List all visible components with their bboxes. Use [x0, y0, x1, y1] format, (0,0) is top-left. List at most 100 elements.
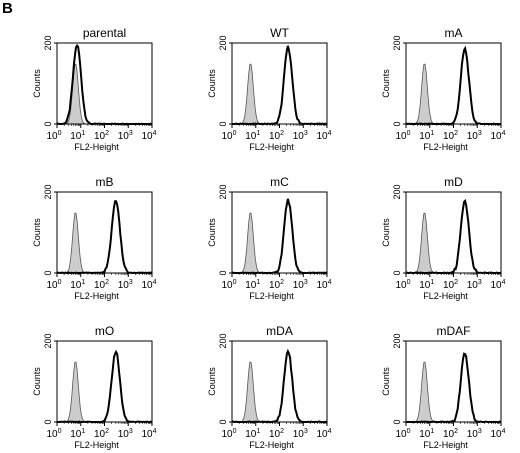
y-tick-label: 0	[392, 270, 402, 275]
y-tick-label: 0	[43, 419, 53, 424]
y-tick-label: 0	[218, 270, 228, 275]
x-tick-label: 104	[316, 428, 331, 440]
panel-title: WT	[270, 26, 289, 40]
x-tick-label: 101	[419, 428, 434, 440]
x-tick-label: 103	[118, 279, 133, 291]
y-axis-label: Counts	[32, 367, 42, 396]
histogram-panel: mD 0 200 Counts 100 101 102 103 104 FL2-Height	[381, 175, 506, 301]
x-tick-label: 104	[316, 130, 331, 142]
x-tick-label: 101	[419, 130, 434, 142]
y-tick-label: 0	[43, 270, 53, 275]
x-tick-label: 101	[245, 279, 260, 291]
y-tick-label: 0	[392, 419, 402, 424]
x-tick-label: 104	[141, 428, 156, 440]
histogram-panel: mDAF 0 200 Counts 100 101 102 103 104 FL2-Height	[381, 324, 506, 450]
x-tick-label: 104	[490, 279, 505, 291]
x-axis-label: FL2-Height	[423, 142, 468, 152]
x-tick-label: 102	[94, 279, 109, 291]
x-tick-label: 102	[269, 279, 284, 291]
x-axis-label: FL2-Height	[423, 440, 468, 450]
x-tick-label: 104	[490, 130, 505, 142]
x-axis-label: FL2-Height	[249, 440, 294, 450]
x-axis-label: FL2-Height	[249, 142, 294, 152]
histogram-panel: WT 0 200 Counts 100 101 102 103 104 FL2-Height	[207, 26, 332, 152]
histogram-panel: mO 0 200 Counts 100 101 102 103 104 FL2-Height	[32, 324, 157, 450]
y-axis-label: Counts	[207, 367, 217, 396]
y-axis-label: Counts	[32, 69, 42, 98]
histogram-panel: mC 0 200 Counts 100 101 102 103 104 FL2-Height	[207, 175, 332, 301]
x-tick-label: 103	[467, 130, 482, 142]
x-tick-label: 100	[221, 130, 236, 142]
y-axis-label: Counts	[207, 218, 217, 247]
y-tick-label: 200	[218, 333, 228, 348]
control-histogram	[57, 212, 152, 274]
y-axis-label: Counts	[381, 69, 391, 98]
y-tick-label: 200	[218, 35, 228, 50]
control-histogram	[57, 361, 152, 423]
x-tick-label: 103	[293, 130, 308, 142]
x-tick-label: 101	[70, 428, 85, 440]
x-tick-label: 100	[221, 279, 236, 291]
panel-title: mC	[270, 175, 289, 189]
y-tick-label: 200	[43, 333, 53, 348]
y-tick-label: 0	[218, 121, 228, 126]
histogram-panel: mDA 0 200 Counts 100 101 102 103 104 FL2-Height	[207, 324, 332, 450]
x-axis-label: FL2-Height	[74, 142, 119, 152]
x-tick-label: 104	[141, 279, 156, 291]
panel-title: mA	[445, 26, 463, 40]
x-tick-label: 104	[316, 279, 331, 291]
x-axis-label: FL2-Height	[74, 440, 119, 450]
y-axis-label: Counts	[207, 69, 217, 98]
y-tick-label: 200	[392, 35, 402, 50]
x-tick-label: 102	[443, 130, 458, 142]
y-tick-label: 200	[218, 184, 228, 199]
x-tick-label: 100	[395, 428, 410, 440]
y-axis-label: Counts	[381, 367, 391, 396]
x-tick-label: 101	[70, 130, 85, 142]
y-tick-label: 0	[43, 121, 53, 126]
x-tick-label: 102	[269, 428, 284, 440]
x-tick-label: 100	[46, 279, 61, 291]
x-tick-label: 102	[269, 130, 284, 142]
control-histogram	[406, 212, 501, 274]
x-tick-label: 100	[46, 130, 61, 142]
control-histogram	[406, 63, 501, 125]
y-tick-label: 200	[43, 184, 53, 199]
x-tick-label: 103	[467, 428, 482, 440]
histogram-panel: mA 0 200 Counts 100 101 102 103 104 FL2-Height	[381, 26, 506, 152]
panel-label: B	[2, 0, 13, 17]
x-tick-label: 103	[293, 428, 308, 440]
y-tick-label: 200	[392, 184, 402, 199]
x-tick-label: 103	[293, 279, 308, 291]
y-tick-label: 200	[392, 333, 402, 348]
x-tick-label: 100	[395, 279, 410, 291]
y-tick-label: 0	[392, 121, 402, 126]
x-tick-label: 100	[395, 130, 410, 142]
x-tick-label: 102	[443, 279, 458, 291]
panel-title: mDAF	[437, 324, 471, 338]
x-tick-label: 102	[443, 428, 458, 440]
y-axis-label: Counts	[381, 218, 391, 247]
panel-title: parental	[83, 26, 126, 40]
control-histogram	[406, 361, 501, 423]
panel-title: mB	[96, 175, 114, 189]
x-tick-label: 103	[118, 130, 133, 142]
panel-title: mDA	[266, 324, 293, 338]
x-axis-label: FL2-Height	[74, 291, 119, 301]
x-tick-label: 104	[141, 130, 156, 142]
x-tick-label: 101	[70, 279, 85, 291]
histogram-panel: parental 0 200 Counts 100 101 102 103 104 FL2-Hei…	[32, 26, 157, 152]
x-tick-label: 100	[221, 428, 236, 440]
x-tick-label: 102	[94, 130, 109, 142]
x-axis-label: FL2-Height	[249, 291, 294, 301]
x-tick-label: 101	[245, 130, 260, 142]
x-tick-label: 103	[467, 279, 482, 291]
panel-title: mO	[95, 324, 114, 338]
x-tick-label: 101	[245, 428, 260, 440]
x-tick-label: 101	[419, 279, 434, 291]
y-axis-label: Counts	[32, 218, 42, 247]
x-tick-label: 104	[490, 428, 505, 440]
y-tick-label: 0	[218, 419, 228, 424]
x-tick-label: 103	[118, 428, 133, 440]
